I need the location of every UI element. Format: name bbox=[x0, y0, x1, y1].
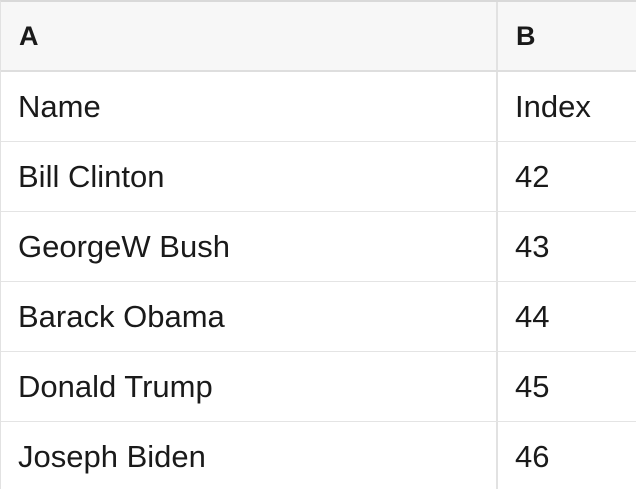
cell-a4[interactable]: Barack Obama bbox=[1, 282, 498, 351]
column-header-a[interactable]: A bbox=[1, 2, 498, 70]
cell-b2[interactable]: 42 bbox=[515, 158, 550, 194]
table-row-georgew-bush: GeorgeW Bush 43 bbox=[1, 212, 636, 282]
cell-b3[interactable]: 43 bbox=[515, 228, 550, 264]
cell-a2[interactable]: Bill Clinton bbox=[1, 142, 498, 211]
cell-b5[interactable]: 45 bbox=[515, 368, 550, 404]
cell-b6[interactable]: 46 bbox=[515, 438, 550, 474]
cell-b1-index[interactable]: Index bbox=[515, 88, 591, 124]
table-row-bill-clinton: Bill Clinton 42 bbox=[1, 142, 636, 212]
table-row-barack-obama: Barack Obama 44 bbox=[1, 282, 636, 352]
cell-b4[interactable]: 44 bbox=[515, 298, 550, 334]
table-row-joseph-biden: Joseph Biden 46 bbox=[1, 422, 636, 489]
cell-a3[interactable]: GeorgeW Bush bbox=[1, 212, 498, 281]
column-header-b[interactable]: B bbox=[516, 20, 536, 51]
cell-a6[interactable]: Joseph Biden bbox=[1, 422, 498, 489]
cell-a5[interactable]: Donald Trump bbox=[1, 352, 498, 421]
table-row-donald-trump: Donald Trump 45 bbox=[1, 352, 636, 422]
table-row-field-names: Name Index bbox=[1, 72, 636, 142]
cell-a1-name[interactable]: Name bbox=[1, 72, 498, 141]
column-header-row: A B bbox=[1, 2, 636, 72]
